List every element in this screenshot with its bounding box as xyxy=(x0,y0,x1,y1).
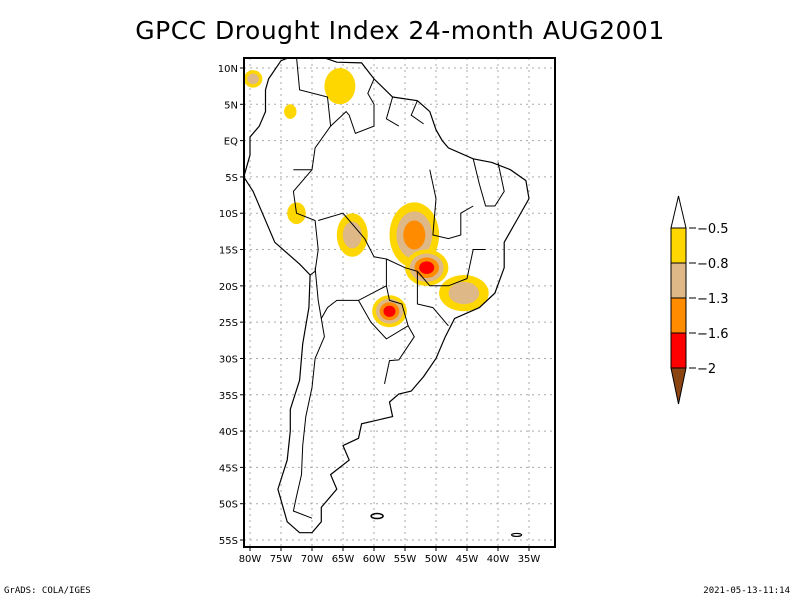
colorbar-label: −0.5 xyxy=(697,222,729,237)
colorbar-top-triangle xyxy=(670,195,687,229)
south-america-coastline xyxy=(244,58,530,534)
country-state-border xyxy=(292,267,325,519)
y-tick-label: 20S xyxy=(219,282,238,293)
x-tick-label: 55W xyxy=(394,554,417,565)
colorbar-label: −1.3 xyxy=(697,292,729,307)
map-title: GPCC Drought Index 24-month AUG2001 xyxy=(135,16,665,45)
y-tick-label: 55S xyxy=(219,536,238,547)
drought-class-2 xyxy=(448,281,480,305)
x-tick-label: 70W xyxy=(301,554,324,565)
timestamp: 2021-05-13-11:14 xyxy=(703,586,790,596)
drought-class-2 xyxy=(247,73,259,85)
x-tick-label: 75W xyxy=(270,554,293,565)
drought-region-colombia-north xyxy=(244,70,263,88)
colorbar-bottom-triangle xyxy=(670,367,687,405)
x-tick-label: 50W xyxy=(425,554,448,565)
colorbar-label: −1.6 xyxy=(697,327,729,342)
x-tick-label: 35W xyxy=(518,554,541,565)
colorbar-label: −2 xyxy=(697,362,716,377)
y-tick-label: 5N xyxy=(224,100,238,111)
x-tick-label: 40W xyxy=(487,554,510,565)
colorbar-segment-3 xyxy=(670,297,687,334)
drought-region-southeast-brazil xyxy=(439,274,489,312)
y-tick-label: 10N xyxy=(218,64,238,75)
country-state-border xyxy=(384,325,415,385)
colorbar-legend: −0.5 −0.8 −1.3 −1.6 −2 xyxy=(670,195,729,405)
country-state-border xyxy=(385,96,400,127)
y-tick-label: 45S xyxy=(219,463,238,474)
colorbar-segment-2 xyxy=(670,262,687,299)
drought-class-1 xyxy=(284,104,297,119)
country-state-border xyxy=(330,78,375,135)
drought-class-2 xyxy=(342,221,362,249)
coastlines-borders xyxy=(244,58,530,538)
drought-class-4 xyxy=(383,305,396,317)
y-tick-label: 35S xyxy=(219,391,238,402)
colorbar-label: −0.8 xyxy=(697,257,729,272)
colorbar-segment-4 xyxy=(670,332,687,369)
x-tick-label: 60W xyxy=(363,554,386,565)
drought-shading xyxy=(244,68,489,328)
drought-region-venezuela xyxy=(324,68,356,105)
country-state-border xyxy=(472,158,505,207)
y-tick-label: 30S xyxy=(219,354,238,365)
grads-credit: GrADS: COLA/IGES xyxy=(4,586,91,596)
map-frame xyxy=(243,57,556,548)
country-state-border xyxy=(416,271,449,327)
drought-class-1 xyxy=(324,68,356,105)
x-tick-label: 80W xyxy=(239,554,262,565)
y-tick-label: EQ xyxy=(224,137,238,148)
colorbar-segment-1 xyxy=(670,227,687,264)
country-state-border xyxy=(429,169,474,240)
falkland-islands xyxy=(370,512,384,520)
drought-class-4 xyxy=(419,261,435,275)
drought-region-sao-paulo-minas xyxy=(405,249,449,286)
y-tick-label: 50S xyxy=(219,500,238,511)
x-tick-label: 45W xyxy=(456,554,479,565)
y-tick-label: 15S xyxy=(219,246,238,257)
drought-region-colombia-central xyxy=(284,104,297,119)
country-state-border xyxy=(410,100,424,125)
axis-ticks: 80W 75W 70W 65W 60W 55W 50W 45W 40W 35W 10N 5N EQ 5S 1… xyxy=(218,64,541,565)
south-georgia-island xyxy=(510,532,523,538)
country-state-border xyxy=(318,212,387,319)
y-tick-label: 5S xyxy=(225,173,238,184)
y-tick-label: 25S xyxy=(219,318,238,329)
drought-class-3 xyxy=(403,220,426,250)
y-tick-label: 10S xyxy=(219,209,238,220)
grid-lines xyxy=(244,58,555,547)
y-tick-label: 40S xyxy=(219,427,238,438)
drought-region-bolivia-north xyxy=(336,213,368,257)
x-tick-label: 65W xyxy=(332,554,355,565)
country-state-border xyxy=(386,249,486,287)
